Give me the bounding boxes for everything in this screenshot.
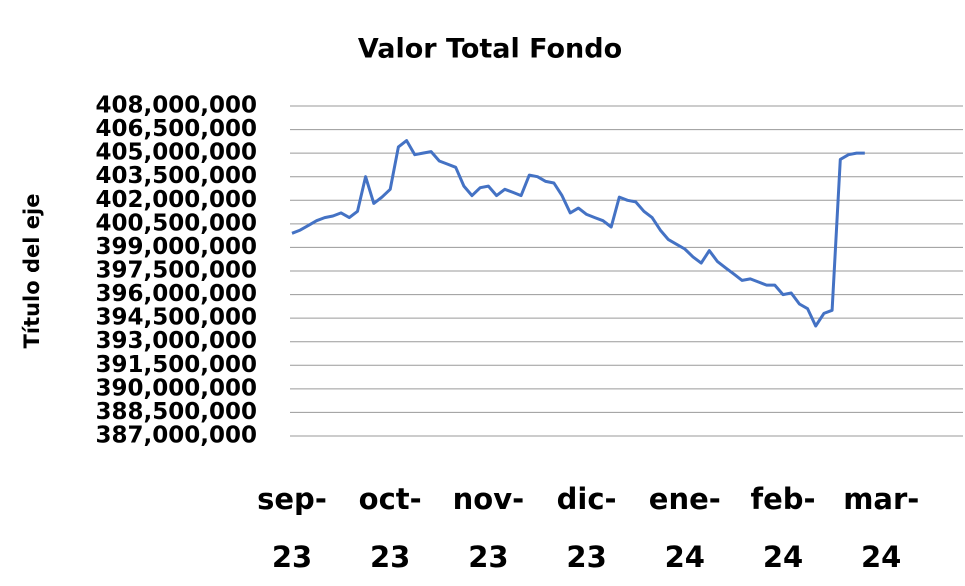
y-tick-label: 406,500,000 [95,116,257,142]
y-axis-title: Título del eje [20,194,44,349]
x-tick-label: ene-24 [648,482,721,574]
chart-title: Valor Total Fondo [358,34,622,65]
x-tick-label: oct-23 [358,482,422,574]
chart: Valor Total Fondo Título del eje 387,000… [20,34,963,449]
x-tick-label: mar-24 [843,482,920,574]
y-tick-label: 388,500,000 [95,399,257,425]
y-tick-label: 403,500,000 [95,163,257,189]
y-tick-label: 394,500,000 [95,305,257,331]
y-tick-label: 387,000,000 [95,423,257,449]
y-tick-label: 390,000,000 [95,375,257,401]
y-tick-label: 402,000,000 [95,187,257,213]
chart-container: Valor Total Fondo Título del eje 387,000… [20,34,963,574]
data-line [291,139,865,328]
x-tick-label: feb-24 [750,482,816,574]
y-tick-label: 391,500,000 [95,352,257,378]
y-tick-label: 408,000,000 [95,93,257,119]
y-tick-label: 399,000,000 [95,234,257,260]
y-tick-label: 405,000,000 [95,140,257,166]
x-tick-label: sep-23 [257,482,327,574]
y-tick-label: 397,500,000 [95,258,257,284]
y-tick-label: 393,000,000 [95,328,257,354]
x-tick-label: dic-23 [556,482,617,574]
x-tick-label: nov-23 [452,482,525,574]
y-tick-label: 396,000,000 [95,281,257,307]
y-tick-label: 400,500,000 [95,210,257,236]
